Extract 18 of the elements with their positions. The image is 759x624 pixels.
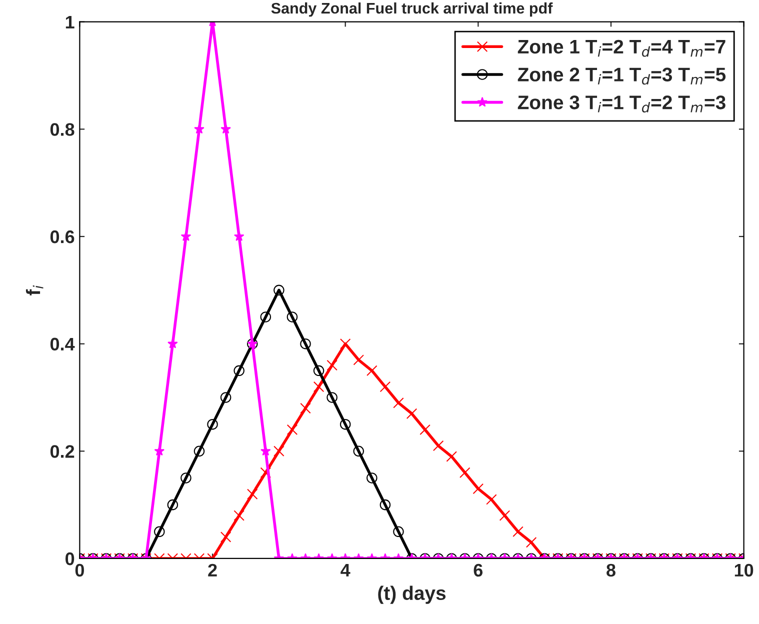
x-tick-label: 6 [474, 564, 483, 577]
x-tick-label: 0 [75, 564, 84, 577]
y-tick-label: 0 [66, 552, 74, 566]
y-tick-label: 0.8 [50, 123, 74, 136]
legend-label: Zone 1 T$_{i}$=2 T$_{d}$=4 T$_{m}$=7 [518, 40, 726, 57]
x-tick-label: 8 [606, 564, 616, 577]
chart-title: Sandy Zonal Fuel truck arrival time pdf [271, 2, 553, 17]
y-axis-title: f$_{i}$ [26, 285, 44, 296]
y-tick-label: 0.4 [50, 338, 75, 351]
y-tick-label: 1 [66, 16, 74, 28]
x-tick-label: 4 [340, 564, 350, 576]
x-tick-label: 10 [734, 564, 754, 577]
legend-label: Zone 2 T$_{i}$=1 T$_{d}$=3 T$_{m}$=5 [518, 68, 726, 85]
legend-label: Zone 3 T$_{i}$=1 T$_{d}$=2 T$_{m}$=3 [518, 96, 726, 112]
x-axis-title: (t) days [378, 586, 446, 604]
x-tick-label: 2 [208, 564, 217, 576]
y-tick-label: 0.6 [50, 230, 74, 244]
y-tick-label: 0.2 [50, 445, 74, 458]
